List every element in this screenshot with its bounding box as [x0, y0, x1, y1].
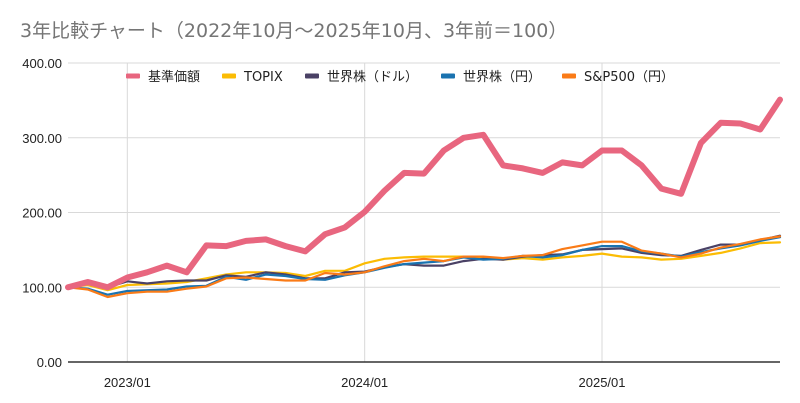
x-axis-ticks: 2023/01 2024/01 2025/01 [104, 375, 626, 390]
legend-swatch [126, 73, 140, 79]
series-lines [65, 96, 783, 299]
legend-label: 世界株（ドル） [327, 70, 418, 85]
chart-title: 3年比較チャート（2022年10月～2025年10月、3年前＝100） [20, 20, 568, 42]
legend-swatch [222, 73, 236, 79]
legend: 基準価額 TOPIX 世界株（ドル） 世界株（円） S&P500（円） [126, 69, 674, 85]
legend-item[interactable]: TOPIX [222, 70, 283, 85]
legend-item[interactable]: 世界株（円） [441, 70, 541, 85]
series-line-1 [66, 241, 782, 292]
legend-label: 基準価額 [148, 69, 200, 85]
y-axis-ticks: 0.00 100.00 200.00 300.00 400.00 [22, 56, 62, 370]
series-line-4 [66, 235, 782, 299]
series-line-0 [65, 96, 783, 291]
x-tick-label: 2024/01 [341, 375, 388, 390]
y-tick-label: 300.00 [22, 131, 62, 146]
legend-swatch [562, 73, 576, 79]
y-tick-label: 0.00 [37, 355, 62, 370]
legend-item[interactable]: 基準価額 [126, 69, 200, 85]
y-tick-label: 400.00 [22, 56, 62, 71]
legend-swatch [441, 73, 455, 79]
legend-swatch [305, 73, 319, 79]
x-tick-label: 2025/01 [579, 375, 626, 390]
legend-label: S&P500（円） [584, 70, 674, 85]
legend-item[interactable]: S&P500（円） [562, 70, 674, 85]
legend-label: 世界株（円） [463, 70, 541, 85]
x-tick-label: 2023/01 [104, 375, 151, 390]
legend-label: TOPIX [243, 70, 283, 85]
y-tick-label: 200.00 [22, 206, 62, 221]
y-tick-label: 100.00 [22, 280, 62, 295]
series-line-2 [66, 234, 782, 289]
legend-item[interactable]: 世界株（ドル） [305, 70, 418, 85]
